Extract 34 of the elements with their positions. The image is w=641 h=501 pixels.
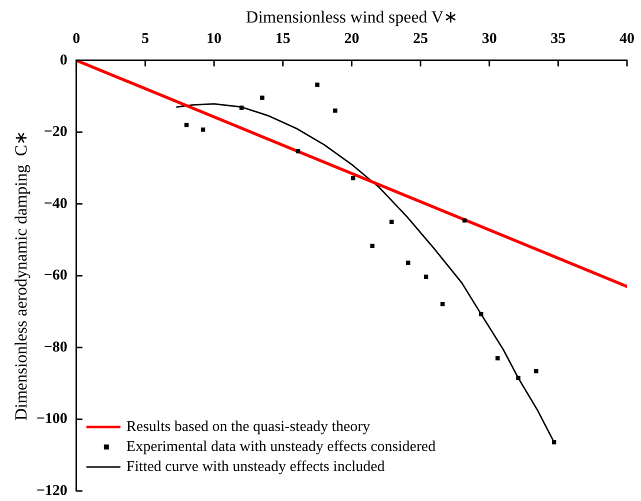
point: [534, 369, 538, 374]
point: [200, 128, 206, 132]
y-tick-label: −40: [44, 196, 68, 212]
point: [516, 376, 520, 380]
x-tick-label: 0: [72, 30, 80, 47]
point: [296, 149, 300, 154]
y-axis-title: Dimensionless aerodynamic damping C∗: [12, 130, 31, 421]
point: [239, 106, 244, 110]
x-tick-label: 20: [344, 30, 360, 47]
point: [333, 108, 338, 113]
x-tick-label: 25: [413, 30, 428, 47]
x-tick-label: 30: [482, 30, 497, 47]
y-tick-label: −80: [44, 339, 68, 356]
y-tick-label: −100: [36, 411, 68, 428]
point: [370, 244, 374, 248]
y-tick-label: −20: [44, 124, 68, 140]
x-tick-label: 15: [275, 30, 290, 47]
point: [495, 356, 500, 360]
point: [315, 82, 320, 87]
x-tick-label: 40: [620, 30, 634, 47]
legend-label: Results based on the quasi-steady theory: [126, 418, 371, 435]
x-axis-title: Dimensionless wind speed V∗: [246, 8, 458, 27]
point: [406, 260, 410, 265]
x-tick-label: 5: [141, 30, 149, 47]
legend-label: Experimental data with unsteady effects considered: [126, 438, 436, 455]
y-tick-label: −120: [36, 482, 68, 499]
legend-label: Fitted curve with unsteady effects included: [126, 458, 386, 475]
point: [424, 274, 428, 279]
x-tick-label: 10: [206, 30, 222, 47]
x-tick-label: 35: [550, 30, 566, 47]
y-tick-label: −60: [44, 268, 68, 284]
y-tick-label: 0: [60, 52, 68, 68]
point: [260, 96, 264, 100]
point: [552, 440, 556, 444]
